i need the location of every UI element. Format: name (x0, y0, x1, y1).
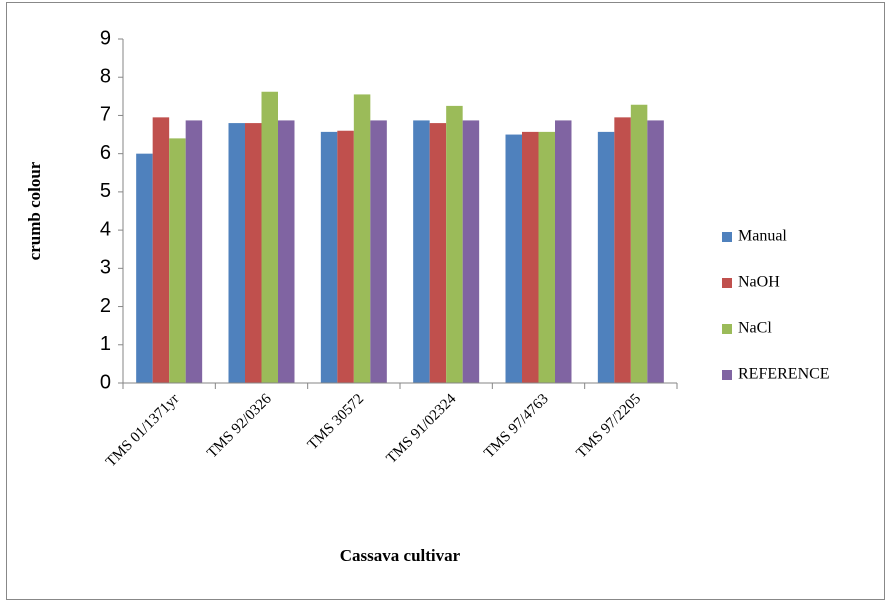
bar (169, 138, 186, 383)
bar (278, 120, 295, 383)
y-tick-label: 6 (100, 142, 111, 164)
legend-label: NaCl (738, 320, 772, 337)
bar (413, 120, 430, 383)
legend-label: REFERENCE (738, 366, 830, 383)
bar (505, 134, 522, 383)
y-tick-label: 5 (100, 180, 111, 202)
bar (245, 123, 262, 383)
bar (555, 120, 572, 383)
bar (429, 123, 447, 383)
bar (597, 131, 615, 383)
y-tick-label: 0 (100, 371, 111, 393)
bar (462, 120, 480, 383)
bar (538, 131, 555, 383)
bar (228, 123, 245, 383)
bar (261, 91, 278, 383)
y-tick-label: 3 (100, 257, 111, 279)
bar (152, 117, 170, 383)
legend-swatch (722, 370, 732, 380)
x-axis-title: Cassava cultivar (340, 546, 461, 565)
y-axis-title: crumb colour (25, 161, 44, 260)
bar (185, 120, 203, 383)
bar (522, 131, 539, 383)
legend-label: Manual (738, 228, 787, 245)
bar (136, 153, 153, 383)
legend-swatch (722, 324, 732, 334)
y-tick-label: 7 (100, 104, 111, 126)
legend-swatch (722, 278, 732, 288)
bar (647, 120, 664, 383)
bar (614, 117, 631, 383)
y-tick-label: 8 (100, 66, 111, 88)
bar (320, 131, 338, 383)
y-tick-label: 9 (100, 27, 111, 49)
legend-label: NaOH (738, 274, 780, 291)
legend-swatch (722, 232, 732, 242)
bar (370, 120, 387, 383)
bar (446, 105, 463, 383)
bar (337, 130, 354, 383)
y-tick-label: 4 (100, 218, 111, 240)
bar (630, 104, 648, 384)
y-tick-label: 2 (100, 295, 111, 317)
bar (353, 94, 371, 383)
y-tick-label: 1 (100, 333, 111, 355)
